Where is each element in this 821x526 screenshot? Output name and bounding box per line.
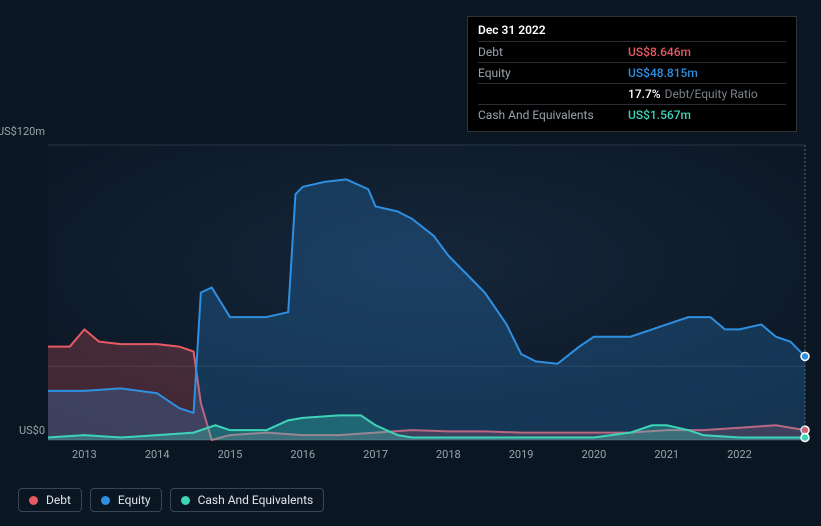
legend-dot-icon <box>181 496 190 505</box>
tooltip-row: EquityUS$48.815m <box>478 62 786 83</box>
financial-history-chart: US$0 US$120m 2013 2014 2015 2016 2017 2018 2019 2… <box>0 0 821 526</box>
tooltip-row-label: Cash And Equivalents <box>478 108 628 122</box>
tooltip-row-extra: Debt/Equity Ratio <box>665 87 758 101</box>
svg-text:2013: 2013 <box>72 448 97 461</box>
tooltip-row: 17.7% Debt/Equity Ratio <box>478 83 786 104</box>
tooltip-row: Cash And EquivalentsUS$1.567m <box>478 104 786 125</box>
svg-text:2014: 2014 <box>145 448 170 461</box>
svg-text:2018: 2018 <box>436 448 461 461</box>
svg-text:2016: 2016 <box>290 448 315 461</box>
svg-text:US$120m: US$120m <box>0 125 45 138</box>
svg-text:US$0: US$0 <box>19 424 45 437</box>
svg-text:2020: 2020 <box>582 448 607 461</box>
svg-text:2015: 2015 <box>218 448 243 461</box>
tooltip-date: Dec 31 2022 <box>478 23 786 37</box>
legend-item[interactable]: Equity <box>90 488 162 512</box>
legend-dot-icon <box>101 496 110 505</box>
svg-text:2021: 2021 <box>654 448 679 461</box>
legend-item-label: Equity <box>118 493 151 507</box>
tooltip-row-value: US$8.646m <box>628 45 691 59</box>
tooltip-row-value: US$48.815m <box>628 66 698 80</box>
tooltip-row-value: US$1.567m <box>628 108 691 122</box>
tooltip-row-label <box>478 87 628 101</box>
legend-item[interactable]: Debt <box>18 488 82 512</box>
svg-text:2017: 2017 <box>363 448 388 461</box>
tooltip-row-value: 17.7% <box>628 87 661 101</box>
chart-legend: Debt Equity Cash And Equivalents <box>18 488 324 512</box>
data-tooltip: Dec 31 2022 DebtUS$8.646mEquityUS$48.815… <box>467 16 797 132</box>
tooltip-row-label: Debt <box>478 45 628 59</box>
legend-dot-icon <box>29 496 38 505</box>
legend-item-label: Cash And Equivalents <box>198 493 314 507</box>
legend-item-label: Debt <box>46 493 71 507</box>
legend-item[interactable]: Cash And Equivalents <box>170 488 325 512</box>
svg-text:2019: 2019 <box>509 448 534 461</box>
svg-text:2022: 2022 <box>727 448 752 461</box>
tooltip-row: DebtUS$8.646m <box>478 41 786 62</box>
tooltip-row-label: Equity <box>478 66 628 80</box>
